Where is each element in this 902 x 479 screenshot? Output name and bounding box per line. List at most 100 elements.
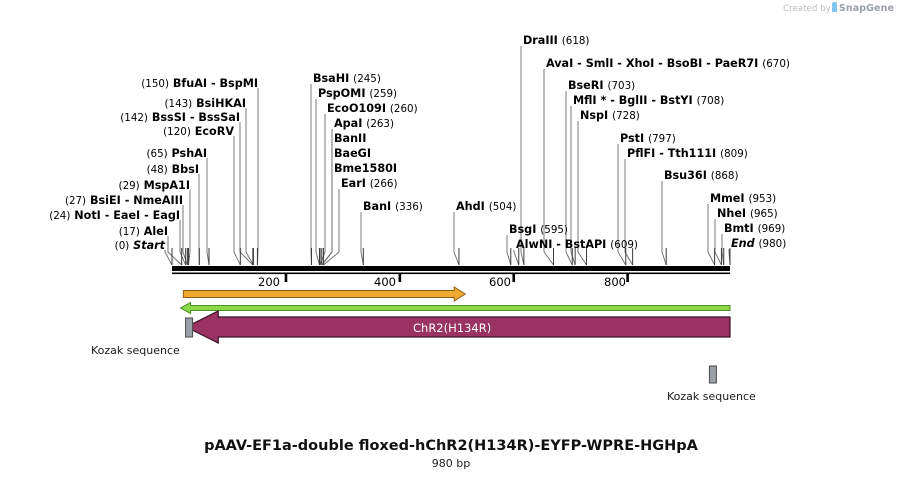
enzyme-position: (703) — [607, 80, 636, 92]
enzyme-names: DraIII — [523, 34, 558, 47]
enzyme-position: (797) — [648, 133, 676, 145]
enzyme-label-ahdi[interactable]: AhdI (504) — [456, 200, 517, 214]
enzyme-label-ecorv[interactable]: (120) EcoRV — [0, 126, 234, 139]
enzyme-label-bmti[interactable]: BmtI (969) — [724, 223, 786, 236]
enzyme-label-bsiei-nmeaiii[interactable]: (27) BsiEI - NmeAIII — [0, 195, 183, 208]
snapgene-attribution: Created by SnapGene — [783, 2, 894, 14]
enzyme-position: (120) — [163, 126, 191, 138]
page-title: pAAV-EF1a-double floxed-hChR2(H134R)-EYF… — [204, 438, 698, 454]
enzyme-label-bfuai-bspmi[interactable]: (150) BfuAI - BspMI — [0, 77, 258, 91]
leader-line-12 — [315, 99, 320, 266]
leader-line-19 — [360, 212, 364, 266]
enzyme-label-banii[interactable]: BanII — [334, 133, 366, 145]
enzyme-position: (48) — [146, 164, 168, 176]
enzyme-label-mfli-bglii-bstyi[interactable]: MflI * - BglII - BstYI (708) — [573, 95, 725, 108]
leader-line-3 — [233, 136, 241, 266]
enzyme-label-alwni-bstapi[interactable]: AlwNI - BstAPI (609) — [516, 238, 638, 252]
enzyme-label-pshai[interactable]: (65) PshAI — [0, 148, 208, 161]
enzyme-position: (150) — [141, 78, 169, 90]
enzyme-names: BsiHKAI — [196, 97, 246, 110]
sequence-backbone-lower-rule — [172, 272, 730, 275]
enzyme-label-psti[interactable]: PstI (797) — [620, 132, 676, 146]
enzyme-position: (27) — [64, 195, 87, 207]
leader-line-24 — [543, 69, 554, 266]
enzyme-label-draiii[interactable]: DraIII (618) — [523, 34, 589, 48]
sequence-backbone[interactable] — [172, 266, 730, 271]
enzyme-label-bbsi[interactable]: (48) BbsI — [0, 163, 199, 177]
enzyme-label-bsu36i[interactable]: Bsu36I (868) — [664, 170, 739, 183]
enzyme-label-start[interactable]: (0) Start — [0, 239, 165, 253]
enzyme-names: BfuAI - BspMI — [172, 77, 258, 90]
enzyme-position: (504) — [488, 201, 517, 213]
enzyme-label-bsahi[interactable]: BsaHI (245) — [313, 73, 381, 86]
enzyme-label-bsgi[interactable]: BsgI (595) — [509, 224, 568, 237]
enzyme-names: NspI — [580, 109, 609, 122]
enzyme-position: (245) — [353, 73, 381, 85]
enzyme-position: (670) — [762, 58, 790, 70]
enzyme-position: (953) — [748, 193, 777, 205]
leader-line-22 — [513, 250, 520, 266]
enzyme-label-end[interactable]: End (980) — [731, 238, 786, 251]
enzyme-names: BssSI - BssSaI — [151, 111, 240, 124]
enzyme-position: (708) — [696, 95, 725, 107]
kozak-sequence-box-left[interactable] — [185, 317, 194, 338]
page-subtitle-length: 980 bp — [431, 457, 471, 470]
enzyme-label-bseri[interactable]: BseRI (703) — [568, 80, 636, 93]
enzyme-position: (969) — [757, 223, 786, 235]
enzyme-label-apai[interactable]: ApaI (263) — [334, 117, 394, 131]
enzyme-position: (609) — [610, 239, 638, 251]
enzyme-names: MspA1I — [143, 179, 190, 192]
enzyme-label-baegi[interactable]: BaeGI — [334, 148, 371, 160]
enzyme-position: (263) — [366, 118, 394, 130]
kozak-sequence-box-right[interactable] — [708, 365, 717, 384]
feature-arrow-chr2[interactable] — [184, 310, 731, 344]
enzyme-names: PflFI - Tth111I — [627, 147, 717, 160]
leader-line-27 — [577, 121, 587, 266]
enzyme-position: (595) — [540, 224, 568, 236]
enzyme-names: AhdI — [456, 200, 485, 213]
feature-label-chr2[interactable]: ChR2(H134R) — [413, 321, 492, 335]
enzyme-label-nhei[interactable]: NheI (965) — [717, 207, 778, 221]
enzyme-label-bme1580i[interactable]: Bme1580I — [334, 163, 397, 175]
leader-line-30 — [661, 181, 667, 266]
enzyme-names: AvaI - SmlI - XhoI - BsoBI - PaeR7I — [546, 57, 759, 70]
green-feature-arrow[interactable] — [179, 301, 731, 315]
enzyme-names: ApaI — [334, 117, 363, 130]
enzyme-names: PstI — [620, 132, 645, 145]
enzyme-label-ecoo109i[interactable]: EcoO109I (260) — [327, 103, 418, 116]
enzyme-label-eari[interactable]: EarI (266) — [341, 178, 397, 191]
enzyme-names: BbsI — [171, 163, 199, 176]
enzyme-names: Start — [133, 239, 165, 252]
enzyme-label-bsihkai[interactable]: (143) BsiHKAI — [0, 97, 246, 111]
enzyme-label-alei[interactable]: (17) AleI — [0, 225, 168, 239]
leader-line-18 — [323, 189, 340, 266]
ruler-tick-600 — [512, 273, 516, 282]
enzyme-label-bsssi-bsssai[interactable]: (142) BssSI - BssSaI — [0, 111, 240, 125]
enzyme-label-mspa1i[interactable]: (29) MspA1I — [0, 179, 190, 193]
orange-feature-arrow[interactable] — [182, 286, 467, 302]
enzyme-label-mmei[interactable]: MmeI (953) — [710, 193, 777, 206]
enzyme-label-nspi[interactable]: NspI (728) — [580, 109, 640, 123]
enzyme-label-avai-smli-xhoi-bsobi-paer7i[interactable]: AvaI - SmlI - XhoI - BsoBI - PaeR7I (670… — [546, 57, 790, 71]
ruler-tick-400 — [398, 273, 402, 282]
enzyme-position: (24) — [49, 210, 71, 222]
enzyme-label-noti-eaei-eagi[interactable]: (24) NotI - EaeI - EagI — [0, 210, 180, 223]
enzyme-position: (809) — [720, 148, 748, 160]
created-by-text: Created by — [783, 4, 831, 14]
enzyme-label-pspomi[interactable]: PspOMI (259) — [318, 87, 397, 101]
enzyme-names: PspOMI — [318, 87, 366, 100]
kozak-sequence-label-right: Kozak sequence — [667, 390, 756, 403]
enzyme-names: AleI — [143, 225, 168, 238]
leader-line-9 — [167, 236, 182, 266]
leader-line-14 — [321, 129, 333, 266]
enzyme-label-pflfi-tth111i[interactable]: PflFI - Tth111I (809) — [627, 147, 748, 161]
enzyme-position: (260) — [389, 103, 418, 115]
leader-line-10 — [164, 250, 173, 266]
enzyme-names: AlwNI - BstAPI — [516, 238, 607, 251]
enzyme-label-bani[interactable]: BanI (336) — [363, 201, 423, 214]
enzyme-names: NheI — [717, 207, 747, 220]
leader-line-33 — [721, 234, 725, 266]
leader-line-21 — [506, 235, 512, 266]
enzyme-position: (142) — [120, 112, 148, 124]
